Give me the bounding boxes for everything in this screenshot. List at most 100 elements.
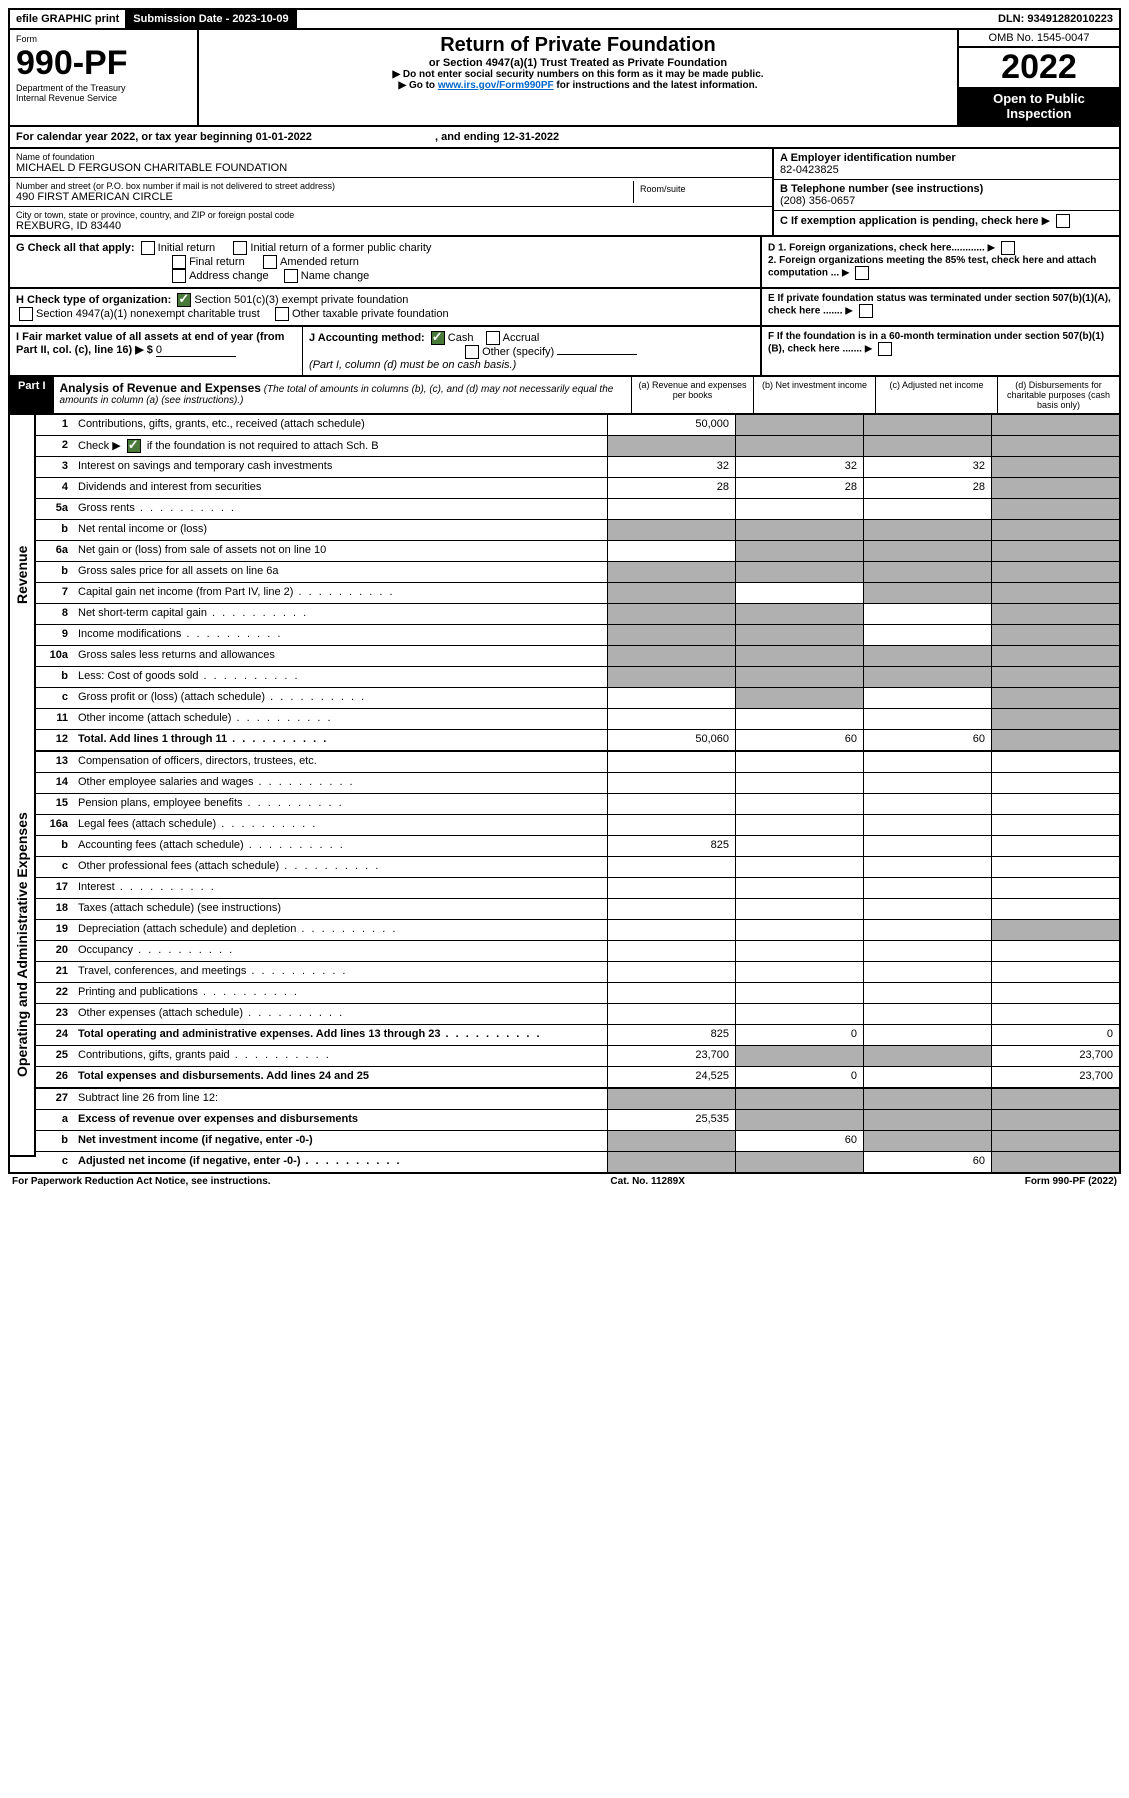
g-label: G Check all that apply:: [16, 242, 135, 254]
other-taxable-checkbox[interactable]: [275, 307, 289, 321]
4947-checkbox[interactable]: [19, 307, 33, 321]
table-row: aExcess of revenue over expenses and dis…: [36, 1110, 1119, 1131]
table-row: 17Interest: [36, 878, 1119, 899]
fmv-value: 0: [156, 344, 236, 357]
section-h-e: H Check type of organization: Section 50…: [8, 289, 1121, 327]
open-public-badge: Open to Public Inspection: [959, 87, 1119, 125]
table-row: 6aNet gain or (loss) from sale of assets…: [36, 541, 1119, 562]
ssn-note: ▶ Do not enter social security numbers o…: [207, 69, 949, 80]
terminated-checkbox[interactable]: [859, 304, 873, 318]
entity-info: Name of foundation MICHAEL D FERGUSON CH…: [8, 149, 1121, 237]
ein-label: A Employer identification number: [780, 152, 1113, 164]
table-row: bLess: Cost of goods sold: [36, 667, 1119, 688]
table-row: cOther professional fees (attach schedul…: [36, 857, 1119, 878]
table-row: 1Contributions, gifts, grants, etc., rec…: [36, 415, 1119, 436]
ein-value: 82-0423825: [780, 164, 1113, 176]
city-label: City or town, state or province, country…: [16, 210, 766, 220]
name-change-checkbox[interactable]: [284, 269, 298, 283]
table-row: 9Income modifications: [36, 625, 1119, 646]
h-label: H Check type of organization:: [16, 294, 171, 306]
irs-label: Internal Revenue Service: [16, 93, 191, 103]
table-row: 10aGross sales less returns and allowanc…: [36, 646, 1119, 667]
other-method-checkbox[interactable]: [465, 345, 479, 359]
foreign-org-checkbox[interactable]: [1001, 241, 1015, 255]
table-row: 4Dividends and interest from securities2…: [36, 478, 1119, 499]
exemption-checkbox[interactable]: [1056, 214, 1070, 228]
table-row: 14Other employee salaries and wages: [36, 773, 1119, 794]
table-row: 3Interest on savings and temporary cash …: [36, 457, 1119, 478]
form-title: Return of Private Foundation: [207, 34, 949, 57]
omb-number: OMB No. 1545-0047: [959, 30, 1119, 48]
cash-basis-note: (Part I, column (d) must be on cash basi…: [309, 359, 516, 371]
table-row: 8Net short-term capital gain: [36, 604, 1119, 625]
part1-header-row: Part I Analysis of Revenue and Expenses …: [8, 377, 1121, 415]
foreign-85-checkbox[interactable]: [855, 266, 869, 280]
table-row: 15Pension plans, employee benefits: [36, 794, 1119, 815]
section-i-j-f: I Fair market value of all assets at end…: [8, 327, 1121, 377]
part1-badge: Part I: [10, 377, 54, 413]
dept-treasury: Department of the Treasury: [16, 83, 191, 93]
initial-former-checkbox[interactable]: [233, 241, 247, 255]
form-number: 990-PF: [16, 44, 191, 83]
form-subtitle: or Section 4947(a)(1) Trust Treated as P…: [207, 57, 949, 69]
table-row: 22Printing and publications: [36, 983, 1119, 1004]
cat-number: Cat. No. 11289X: [610, 1176, 684, 1187]
goto-note: ▶ Go to www.irs.gov/Form990PF for instru…: [207, 80, 949, 91]
table-row: cAdjusted net income (if negative, enter…: [36, 1152, 1119, 1172]
form-label: Form: [16, 34, 191, 44]
schb-checkbox[interactable]: [127, 439, 141, 453]
expenses-tab: Operating and Administrative Expenses: [10, 735, 36, 1157]
amended-return-checkbox[interactable]: [263, 255, 277, 269]
revenue-tab: Revenue: [10, 415, 36, 735]
501c3-checkbox[interactable]: [177, 293, 191, 307]
table-row: 24Total operating and administrative exp…: [36, 1025, 1119, 1046]
60month-checkbox[interactable]: [878, 342, 892, 356]
table-row: 27Subtract line 26 from line 12:: [36, 1089, 1119, 1110]
table-row: 12Total. Add lines 1 through 1150,060606…: [36, 730, 1119, 752]
col-c-header: (c) Adjusted net income: [875, 377, 997, 413]
table-row: 21Travel, conferences, and meetings: [36, 962, 1119, 983]
table-row: 25Contributions, gifts, grants paid23,70…: [36, 1046, 1119, 1067]
table-row: 2Check ▶ if the foundation is not requir…: [36, 436, 1119, 457]
exemption-label: C If exemption application is pending, c…: [780, 215, 1039, 227]
paperwork-notice: For Paperwork Reduction Act Notice, see …: [12, 1176, 271, 1187]
address-change-checkbox[interactable]: [172, 269, 186, 283]
table-row: bNet investment income (if negative, ent…: [36, 1131, 1119, 1152]
table-row: bGross sales price for all assets on lin…: [36, 562, 1119, 583]
form-footer-label: Form 990-PF (2022): [1025, 1176, 1117, 1187]
table-row: 26Total expenses and disbursements. Add …: [36, 1067, 1119, 1089]
table-row: bAccounting fees (attach schedule)825: [36, 836, 1119, 857]
table-row: 7Capital gain net income (from Part IV, …: [36, 583, 1119, 604]
initial-return-checkbox[interactable]: [141, 241, 155, 255]
foundation-city: REXBURG, ID 83440: [16, 220, 766, 232]
irs-link[interactable]: www.irs.gov/Form990PF: [438, 80, 554, 91]
table-row: 16aLegal fees (attach schedule): [36, 815, 1119, 836]
col-a-header: (a) Revenue and expenses per books: [631, 377, 753, 413]
col-d-header: (d) Disbursements for charitable purpose…: [997, 377, 1119, 413]
top-bar: efile GRAPHIC print Submission Date - 20…: [8, 8, 1121, 30]
part1-title: Analysis of Revenue and Expenses: [60, 381, 261, 395]
table-row: 5aGross rents: [36, 499, 1119, 520]
foundation-address: 490 FIRST AMERICAN CIRCLE: [16, 191, 633, 203]
efile-badge: efile GRAPHIC print: [10, 10, 127, 28]
table-row: 20Occupancy: [36, 941, 1119, 962]
submission-date: Submission Date - 2023-10-09: [127, 10, 296, 28]
calendar-year-row: For calendar year 2022, or tax year begi…: [8, 127, 1121, 149]
part1-table: Revenue Operating and Administrative Exp…: [8, 415, 1121, 1174]
dln: DLN: 93491282010223: [992, 10, 1119, 28]
section-g-d: G Check all that apply: Initial return I…: [8, 237, 1121, 289]
j-label: J Accounting method:: [309, 332, 425, 344]
room-label: Room/suite: [640, 184, 760, 194]
phone-value: (208) 356-0657: [780, 195, 1113, 207]
page-footer: For Paperwork Reduction Act Notice, see …: [8, 1174, 1121, 1189]
cash-checkbox[interactable]: [431, 331, 445, 345]
final-return-checkbox[interactable]: [172, 255, 186, 269]
table-row: 23Other expenses (attach schedule): [36, 1004, 1119, 1025]
accrual-checkbox[interactable]: [486, 331, 500, 345]
name-label: Name of foundation: [16, 152, 766, 162]
table-row: bNet rental income or (loss): [36, 520, 1119, 541]
table-row: 13Compensation of officers, directors, t…: [36, 752, 1119, 773]
table-row: 18Taxes (attach schedule) (see instructi…: [36, 899, 1119, 920]
table-row: 19Depreciation (attach schedule) and dep…: [36, 920, 1119, 941]
form-header: Form 990-PF Department of the Treasury I…: [8, 30, 1121, 127]
